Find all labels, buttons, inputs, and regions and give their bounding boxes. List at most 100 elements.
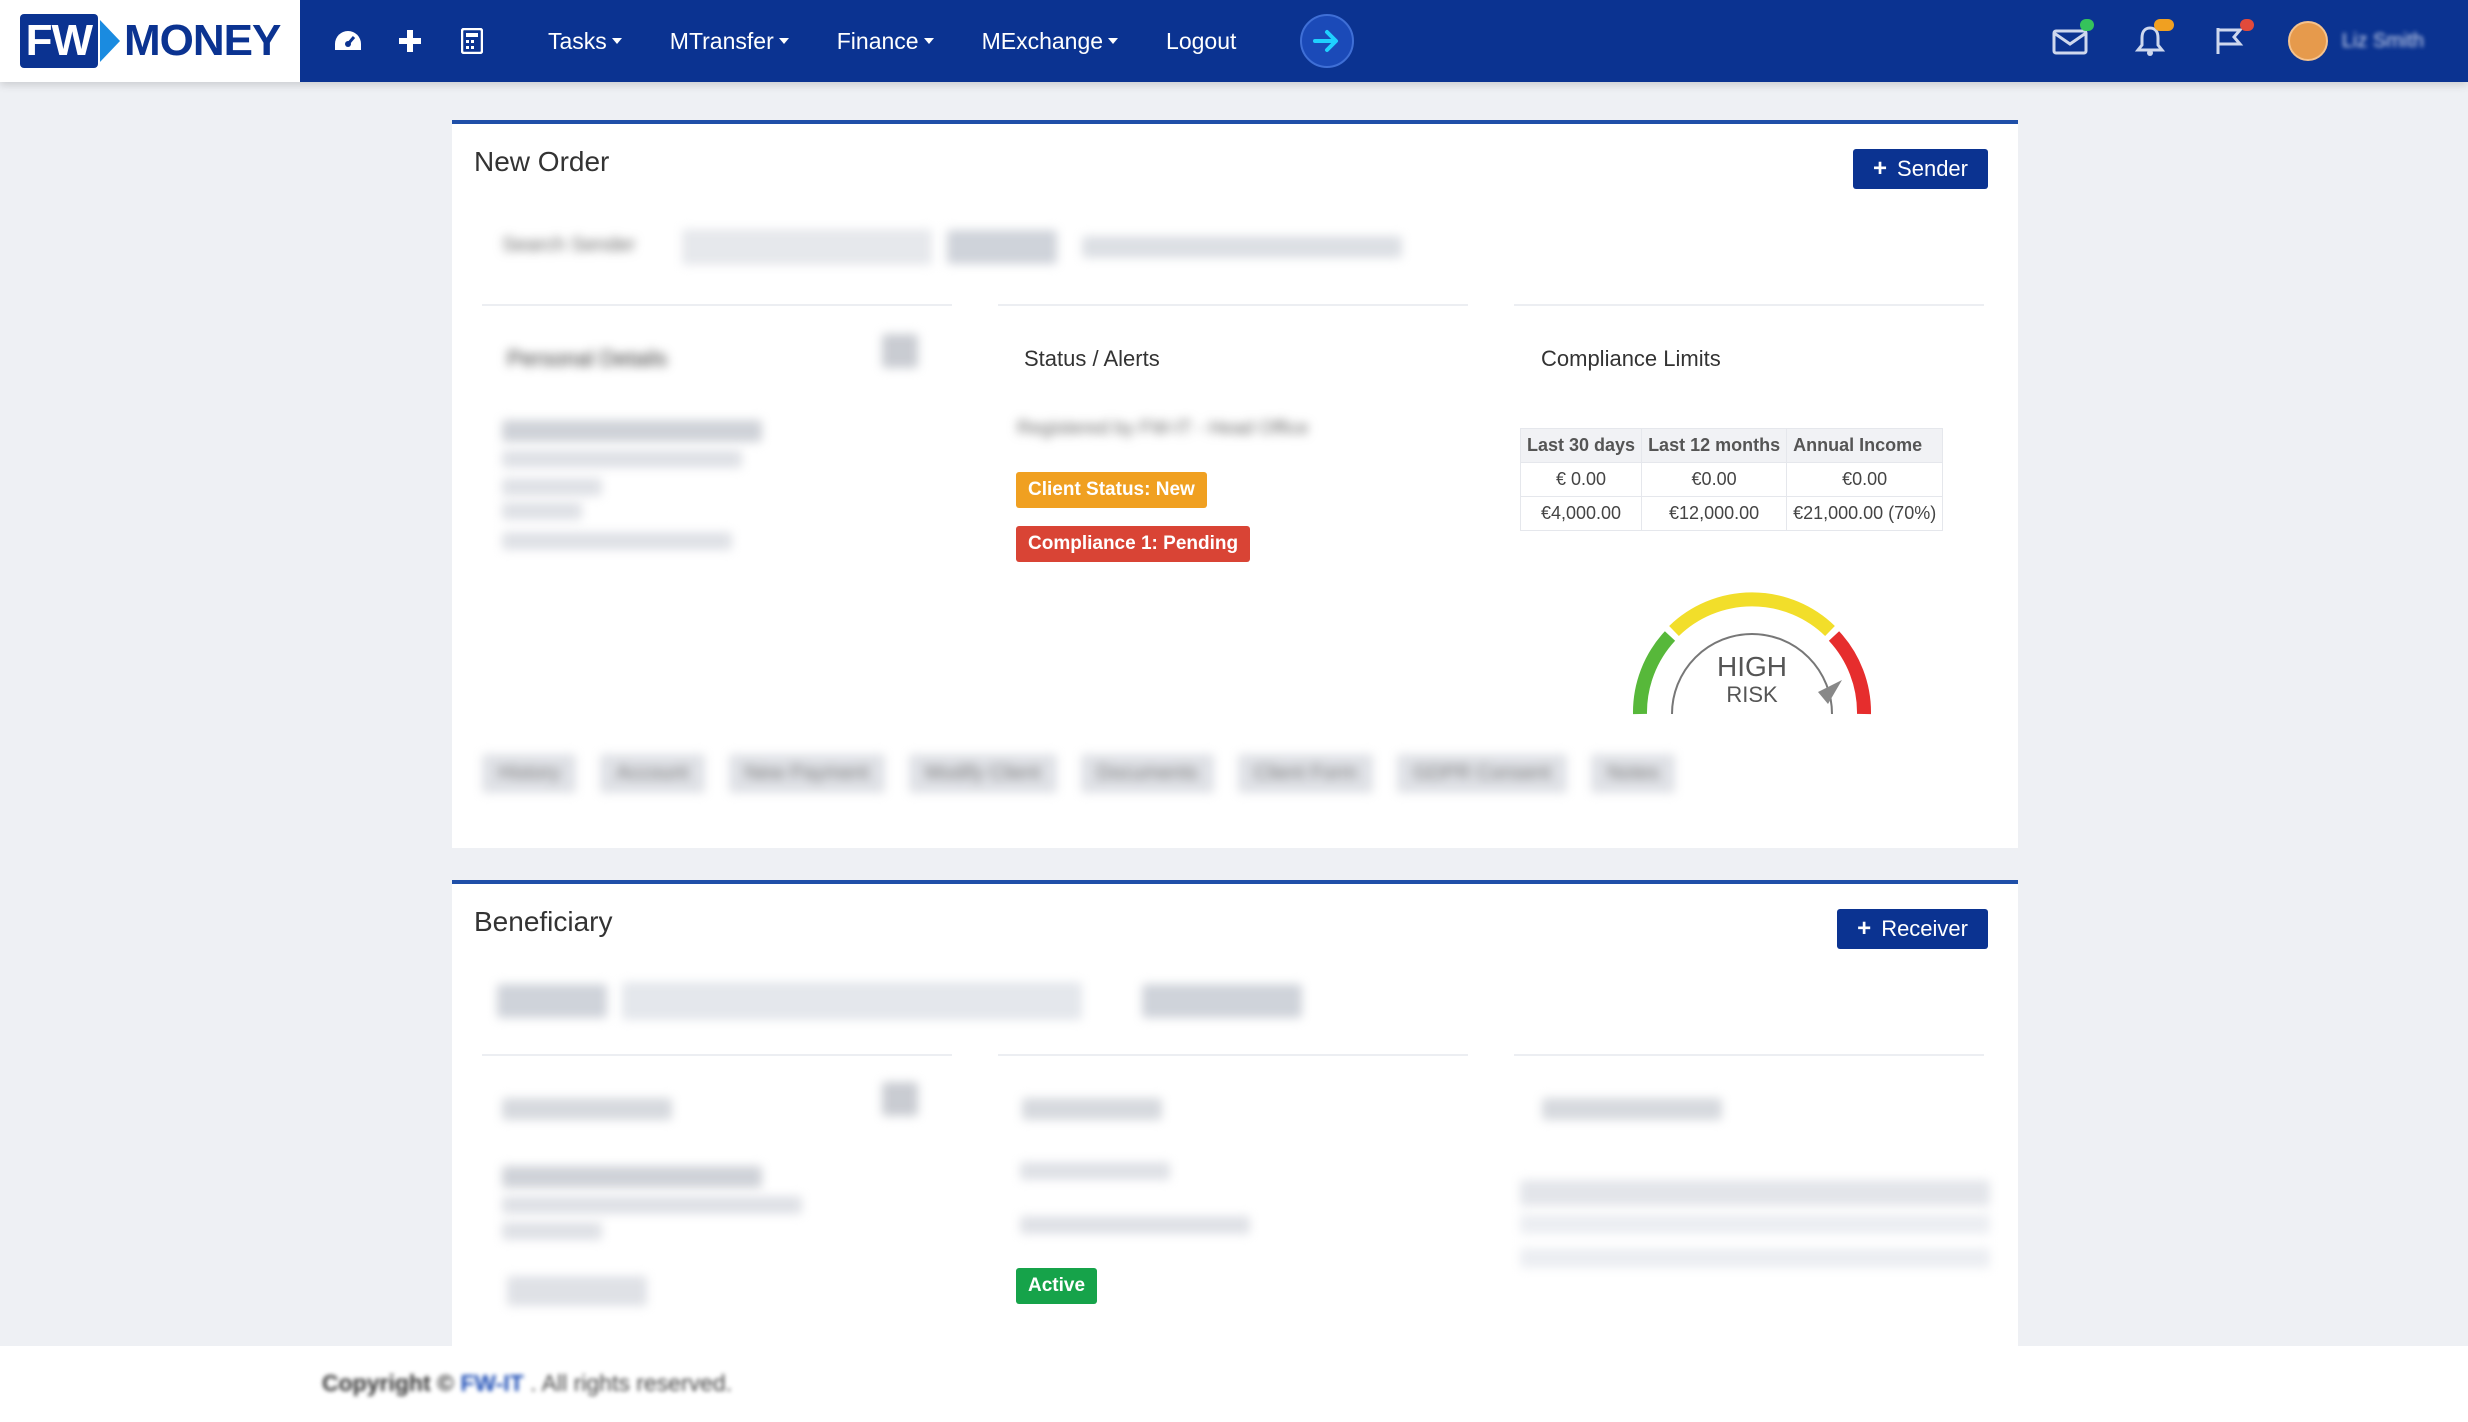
tab-new-payment[interactable]: New Payment <box>728 754 885 793</box>
gauge-label-high: HIGH <box>1717 651 1787 682</box>
client-city <box>502 478 602 496</box>
all-beneficiaries-button[interactable] <box>497 984 607 1018</box>
beneficiary-limits-row <box>1520 1248 1990 1268</box>
gauge-needle-icon <box>1818 680 1842 704</box>
tab-client-form[interactable]: Client Form <box>1237 754 1374 793</box>
gauge-red-arc <box>1828 631 1872 715</box>
recent-search-text <box>1082 236 1402 258</box>
table-cell: €12,000.00 <box>1641 496 1788 531</box>
calculator-icon[interactable] <box>452 21 492 61</box>
mail-icon[interactable] <box>2048 19 2094 63</box>
add-sender-button[interactable]: + Sender <box>1853 149 1988 189</box>
compliance-limits-table: Last 30 days Last 12 months Annual Incom… <box>1519 428 1944 531</box>
add-receiver-button[interactable]: + Receiver <box>1837 909 1988 949</box>
bell-icon[interactable] <box>2128 19 2174 63</box>
divider <box>1514 304 1984 306</box>
table-cell: €21,000.00 (70%) <box>1786 496 1944 531</box>
show-disabled-button[interactable] <box>1142 984 1302 1018</box>
avatar[interactable] <box>2287 21 2328 61</box>
logo[interactable]: FW MONEY <box>0 0 300 82</box>
logo-arrow-icon <box>100 20 121 62</box>
nav-tasks-label: Tasks <box>548 27 607 54</box>
user-name[interactable]: Liz Smith <box>2341 29 2424 52</box>
chevron-down-icon <box>611 38 622 44</box>
active-status-badge: Active <box>1016 1268 1098 1304</box>
beneficiary-limits-heading <box>1542 1098 1722 1120</box>
search-sender-label: Search Sender <box>502 234 636 256</box>
new-order-panel: New Order + Sender Search Sender Persona… <box>452 120 2018 848</box>
client-name <box>502 420 762 442</box>
gauge-label-risk: RISK <box>1726 682 1778 707</box>
flag-badge <box>2239 19 2254 31</box>
logo-money-text: MONEY <box>124 16 281 65</box>
logo-fw-text: FW <box>19 14 99 68</box>
nav-finance[interactable]: Finance <box>837 28 934 55</box>
plus-icon: + <box>1873 155 1888 182</box>
mail-badge <box>2079 19 2094 31</box>
navbar-right: Liz Smith <box>2012 19 2424 63</box>
tab-history[interactable]: History <box>482 754 577 793</box>
tab-notes[interactable]: Notes <box>1590 754 1676 793</box>
table-cell: €0.00 <box>1786 462 1944 497</box>
chevron-down-icon <box>923 38 934 44</box>
tab-documents[interactable]: Documents <box>1080 754 1214 793</box>
add-receiver-label: Receiver <box>1881 916 1968 941</box>
top-navbar: FW MONEY Tasks MTransfer Finance MExchan… <box>0 0 2468 82</box>
nav-logout-label: Logout <box>1166 27 1237 54</box>
nav-mexchange-label: MExchange <box>981 27 1104 54</box>
client-email <box>502 532 732 550</box>
beneficiary-country <box>502 1222 602 1240</box>
status-alerts-heading: Status / Alerts <box>1024 346 1160 371</box>
copyright-text: Copyright © FW-IT . All rights reserved. <box>322 1370 732 1397</box>
nav-mtransfer[interactable]: MTransfer <box>670 28 789 55</box>
beneficiary-status-heading <box>1022 1098 1162 1120</box>
client-postcode <box>502 502 582 520</box>
tab-modify-client[interactable]: Modify Client <box>909 754 1057 793</box>
tab-gdpr-consent[interactable]: GDPR Consent <box>1397 754 1567 793</box>
tab-account[interactable]: Account <box>600 754 705 793</box>
nav-tasks[interactable]: Tasks <box>548 28 622 55</box>
beneficiary-limits-row <box>1520 1214 1990 1234</box>
add-sender-label: Sender <box>1897 156 1968 181</box>
personal-details-heading: Personal Details <box>507 346 668 371</box>
beneficiary-select[interactable] <box>622 982 1082 1020</box>
plus-icon[interactable] <box>390 21 430 61</box>
search-button[interactable] <box>947 230 1057 264</box>
flag-icon[interactable] <box>2208 19 2254 63</box>
chevron-down-icon <box>778 38 789 44</box>
new-order-title: New Order <box>474 146 610 177</box>
gauge-inner-ring <box>1671 633 1833 715</box>
column-header: Last 30 days <box>1519 428 1643 463</box>
client-address <box>502 450 742 468</box>
edit-icon[interactable] <box>882 1082 918 1116</box>
table-cell: €4,000.00 <box>1519 496 1643 531</box>
beneficiary-bank <box>502 1196 802 1214</box>
gauge-green-arc <box>1632 631 1676 715</box>
risk-gauge: HIGH RISK <box>1632 592 1872 715</box>
gauge-yellow-arc <box>1669 592 1835 637</box>
documents-button[interactable] <box>507 1276 647 1306</box>
arrow-right-icon[interactable] <box>1300 14 1355 68</box>
divider <box>1514 1054 1984 1056</box>
bell-badge <box>2153 19 2174 31</box>
search-sender-input[interactable] <box>682 229 932 265</box>
edit-icon[interactable] <box>882 334 918 368</box>
company-link[interactable]: FW-IT <box>460 1370 524 1396</box>
column-header: Last 12 months <box>1641 428 1788 463</box>
footer: Copyright © FW-IT . All rights reserved. <box>0 1346 2468 1422</box>
nav-finance-label: Finance <box>836 27 919 54</box>
compliance-limits-heading: Compliance Limits <box>1541 346 1721 371</box>
nav-mtransfer-label: MTransfer <box>669 27 774 54</box>
beneficiary-limits-header <box>1520 1180 1990 1206</box>
dashboard-icon[interactable] <box>328 21 368 61</box>
divider <box>482 1054 952 1056</box>
nav-logout[interactable]: Logout <box>1166 28 1236 55</box>
divider <box>998 1054 1468 1056</box>
beneficiary-details-heading <box>502 1098 672 1120</box>
beneficiary-info-text <box>1020 1216 1250 1234</box>
client-action-tabs: History Account New Payment Modify Clien… <box>482 754 1676 793</box>
rights-text: . All rights reserved. <box>530 1370 733 1396</box>
nav-mexchange[interactable]: MExchange <box>981 27 1119 55</box>
copyright-label: Copyright © <box>322 1370 454 1396</box>
plus-icon: + <box>1857 915 1872 942</box>
